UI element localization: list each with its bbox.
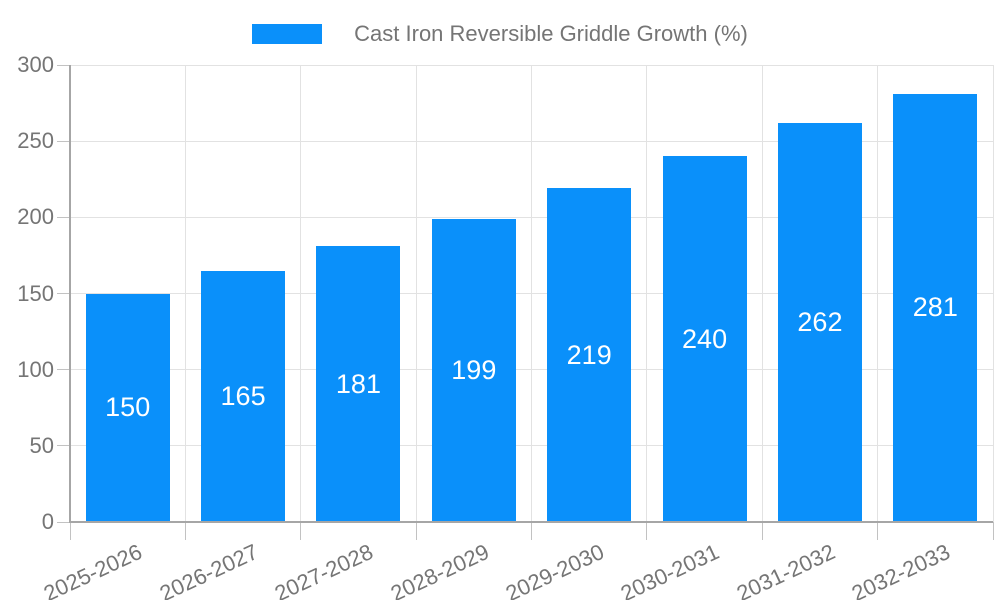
y-axis-tick-label: 300 (17, 52, 54, 77)
y-axis-line (69, 65, 71, 522)
legend-label: Cast Iron Reversible Griddle Growth (%) (354, 21, 748, 46)
y-tick-mark (57, 64, 70, 66)
bar-2026-2027 (201, 270, 286, 521)
bar-2025-2026 (85, 293, 170, 521)
y-tick-mark (57, 140, 70, 142)
x-tick-mark (877, 522, 879, 540)
gridline-vertical (184, 65, 186, 522)
x-tick-mark (184, 522, 186, 540)
bar-2030-2031 (662, 156, 747, 521)
x-axis-label: 2032-2033 (847, 539, 954, 600)
gridline-vertical (761, 65, 763, 522)
bar-2031-2032 (777, 122, 862, 521)
x-tick-mark (300, 522, 302, 540)
y-tick-mark (57, 521, 70, 523)
x-axis-label: 2028-2029 (386, 539, 493, 600)
bar-value-label: 262 (797, 306, 843, 337)
x-axis-label: 2029-2030 (501, 539, 608, 600)
gridline-vertical (531, 65, 532, 522)
y-axis-tick-label: 0 (41, 509, 54, 534)
gridline-vertical (415, 65, 417, 522)
y-axis-tick-label: 150 (17, 280, 54, 306)
y-tick-mark (57, 293, 70, 294)
y-tick-mark (57, 445, 70, 447)
bar-2028-2029 (431, 218, 516, 521)
gridline-vertical (646, 65, 648, 522)
bar-2027-2028 (316, 246, 401, 521)
x-tick-mark (992, 522, 994, 540)
legend: Cast Iron Reversible Griddle Growth (%) (0, 22, 1000, 46)
x-tick-mark (761, 522, 763, 540)
legend-swatch (252, 24, 323, 44)
y-tick-mark (57, 369, 70, 371)
bar-2029-2030 (547, 188, 632, 521)
x-tick-mark (69, 522, 71, 540)
bar-value-label: 150 (105, 392, 151, 423)
x-axis-line (69, 521, 993, 523)
bar-value-label: 240 (682, 323, 728, 354)
x-axis-label: 2030-2031 (617, 539, 724, 600)
gridline-vertical (877, 65, 879, 522)
bar-value-label: 165 (220, 380, 266, 411)
bar-value-label: 281 (912, 292, 958, 323)
y-axis-tick-label: 250 (17, 128, 54, 154)
x-tick-mark (531, 522, 532, 540)
x-tick-mark (646, 522, 648, 540)
bar-value-label: 199 (451, 354, 497, 385)
y-axis-tick-label: 200 (17, 204, 54, 230)
x-axis-label: 2027-2028 (271, 539, 378, 600)
x-axis-label: 2025-2026 (40, 539, 147, 600)
x-axis-label: 2026-2027 (155, 539, 262, 600)
y-tick-mark (57, 216, 70, 218)
y-axis-tick-label: 50 (29, 432, 54, 458)
bar-2032-2033 (893, 93, 978, 521)
bar-value-label: 219 (566, 339, 612, 370)
y-axis-tick-label: 100 (17, 356, 54, 382)
x-tick-mark (415, 522, 417, 540)
gridline-vertical (992, 65, 994, 522)
x-axis-label: 2031-2032 (732, 539, 839, 600)
bar-value-label: 181 (335, 368, 381, 399)
gridline-vertical (300, 65, 302, 522)
